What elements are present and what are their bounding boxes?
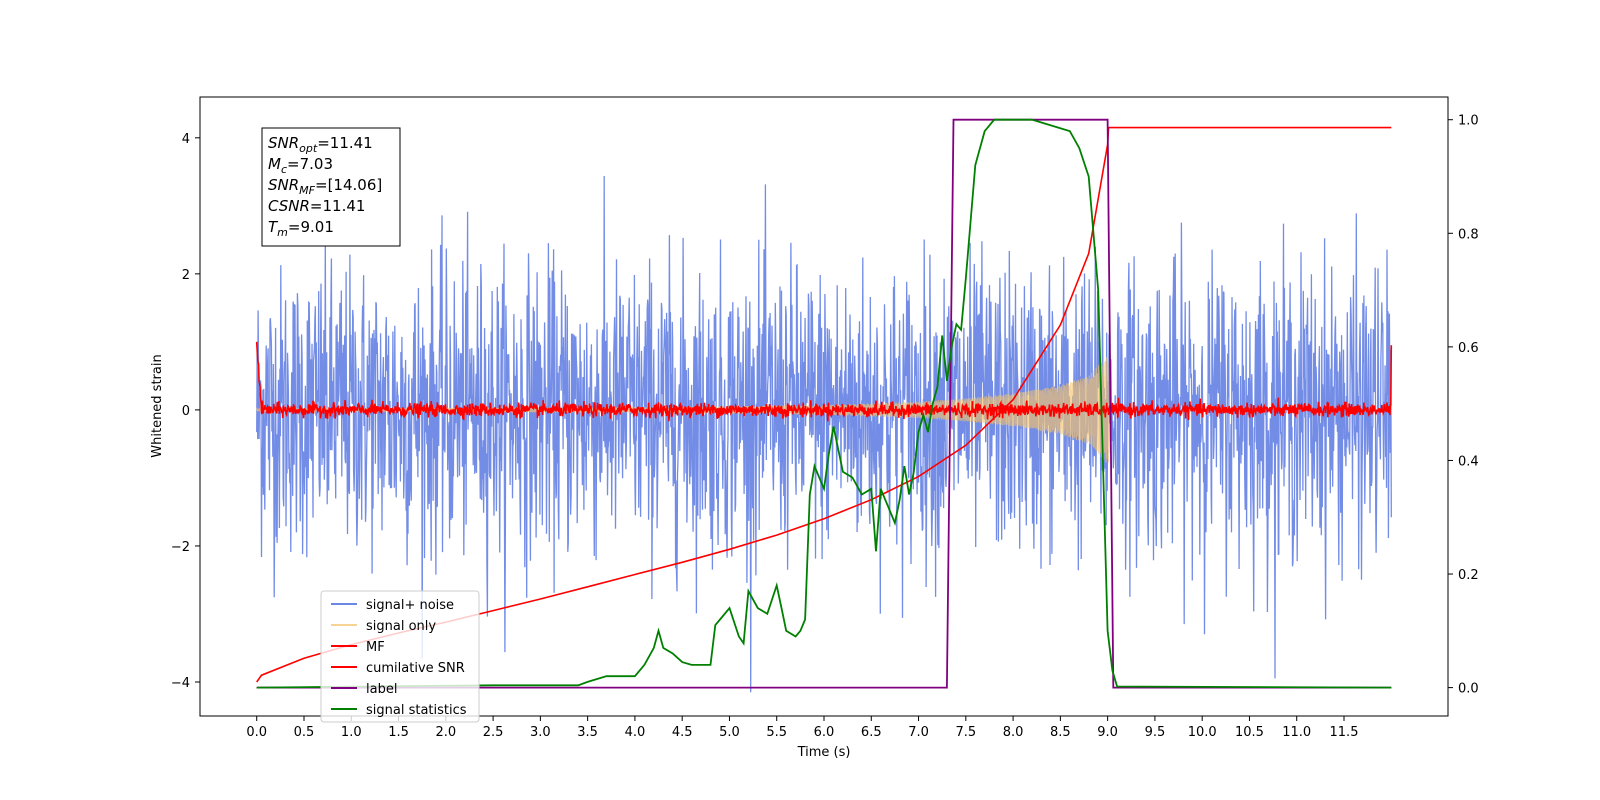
legend-label: cumilative SNR xyxy=(366,661,465,676)
x-tick-label: 8.0 xyxy=(1003,725,1024,740)
y-right-tick-label: 0.4 xyxy=(1458,454,1479,469)
y-left-tick-label: 4 xyxy=(182,132,190,147)
y-right-tick-label: 0.8 xyxy=(1458,227,1479,242)
y-right-tick-label: 0.0 xyxy=(1458,682,1479,697)
y-left-tick-label: 0 xyxy=(182,404,190,419)
x-tick-label: 3.0 xyxy=(530,725,551,740)
legend-label: label xyxy=(366,682,397,697)
x-tick-label: 4.5 xyxy=(672,725,693,740)
y-axis-label-left: Whitened strain xyxy=(150,354,165,457)
annotation-line: CSNR=11.41 xyxy=(268,197,365,215)
y-right-tick-label: 0.2 xyxy=(1458,568,1479,583)
annotation-symbol: SNR xyxy=(268,176,299,194)
y-right-tick-label: 1.0 xyxy=(1458,114,1479,129)
x-tick-label: 0.0 xyxy=(246,725,267,740)
legend-label: signal+ noise xyxy=(366,598,454,613)
y-left-tick-label: 2 xyxy=(182,268,190,283)
y-right-tick-label: 0.6 xyxy=(1458,341,1479,356)
annotation-value: =[14.06] xyxy=(315,176,382,194)
legend-label: signal statistics xyxy=(366,703,467,718)
legend-frame xyxy=(320,590,480,723)
x-tick-label: 4.0 xyxy=(625,725,646,740)
x-tick-label: 11.5 xyxy=(1330,725,1359,740)
annotation-value: =9.01 xyxy=(288,218,334,236)
x-tick-label: 9.5 xyxy=(1145,725,1166,740)
series-line-mf xyxy=(255,341,1393,422)
x-tick-label: 7.5 xyxy=(955,725,976,740)
x-tick-label: 2.5 xyxy=(483,725,504,740)
series-line-signal-noise xyxy=(256,175,1392,693)
annotation-line: SNRopt=11.41 xyxy=(268,134,373,155)
y-left-tick-label: −2 xyxy=(171,540,190,555)
annotation-value: =7.03 xyxy=(287,155,333,173)
x-tick-label: 8.5 xyxy=(1050,725,1071,740)
x-tick-label: 3.5 xyxy=(577,725,598,740)
legend-label: signal only xyxy=(366,619,436,634)
annotation-subscript: opt xyxy=(299,142,318,155)
x-tick-label: 11.0 xyxy=(1282,725,1311,740)
x-tick-label: 10.5 xyxy=(1235,725,1264,740)
x-tick-label: 2.0 xyxy=(435,725,456,740)
annotation-line: Tm=9.01 xyxy=(268,218,334,239)
x-tick-label: 1.0 xyxy=(341,725,362,740)
annotation-symbol: CSNR xyxy=(268,197,310,215)
annotation-symbol: T xyxy=(268,218,279,236)
x-tick-label: 6.5 xyxy=(861,725,882,740)
annotation-line: Mc=7.03 xyxy=(268,155,333,176)
x-tick-label: 5.5 xyxy=(766,725,787,740)
annotation-subscript: MF xyxy=(299,184,315,197)
annotation-frame xyxy=(261,127,401,247)
annotation-value: =11.41 xyxy=(317,134,373,152)
x-axis: 0.0 0.5 1.0 1.5 2.0 2.5 3.0 3.5 4.0 4.5 5.0 5.5 6.0 6… xyxy=(246,716,1358,740)
x-tick-label: 0.5 xyxy=(294,725,315,740)
y-axis-right: 1.0 0.8 0.6 0.4 0.2 0.0 xyxy=(1448,114,1479,697)
annotation-line: SNRMF=[14.06] xyxy=(268,176,382,197)
annotation-symbol: M xyxy=(268,155,281,173)
x-axis-label: Time (s) xyxy=(797,745,851,760)
y-axis-left: 4 2 0 −2 −4 xyxy=(171,132,200,691)
legend: signal+ noise signal only MF cumilative SNR… xyxy=(320,590,480,723)
x-tick-label: 10.0 xyxy=(1188,725,1217,740)
x-tick-label: 1.5 xyxy=(388,725,409,740)
y-left-tick-label: −4 xyxy=(171,676,190,691)
annotation-symbol: SNR xyxy=(268,134,299,152)
x-tick-label: 5.0 xyxy=(719,725,740,740)
annotation-value: =11.41 xyxy=(310,197,366,215)
series-line-signal-statistics xyxy=(256,118,1392,689)
x-tick-label: 6.0 xyxy=(814,725,835,740)
legend-label: MF xyxy=(366,640,385,655)
annotation-subscript: m xyxy=(277,226,288,239)
x-tick-label: 7.0 xyxy=(908,725,929,740)
annotation-subscript: c xyxy=(281,163,287,176)
x-tick-label: 9.0 xyxy=(1097,725,1118,740)
stats-annotation-box: SNRopt=11.41Mc=7.03SNRMF=[14.06]CSNR=11.… xyxy=(261,127,401,247)
